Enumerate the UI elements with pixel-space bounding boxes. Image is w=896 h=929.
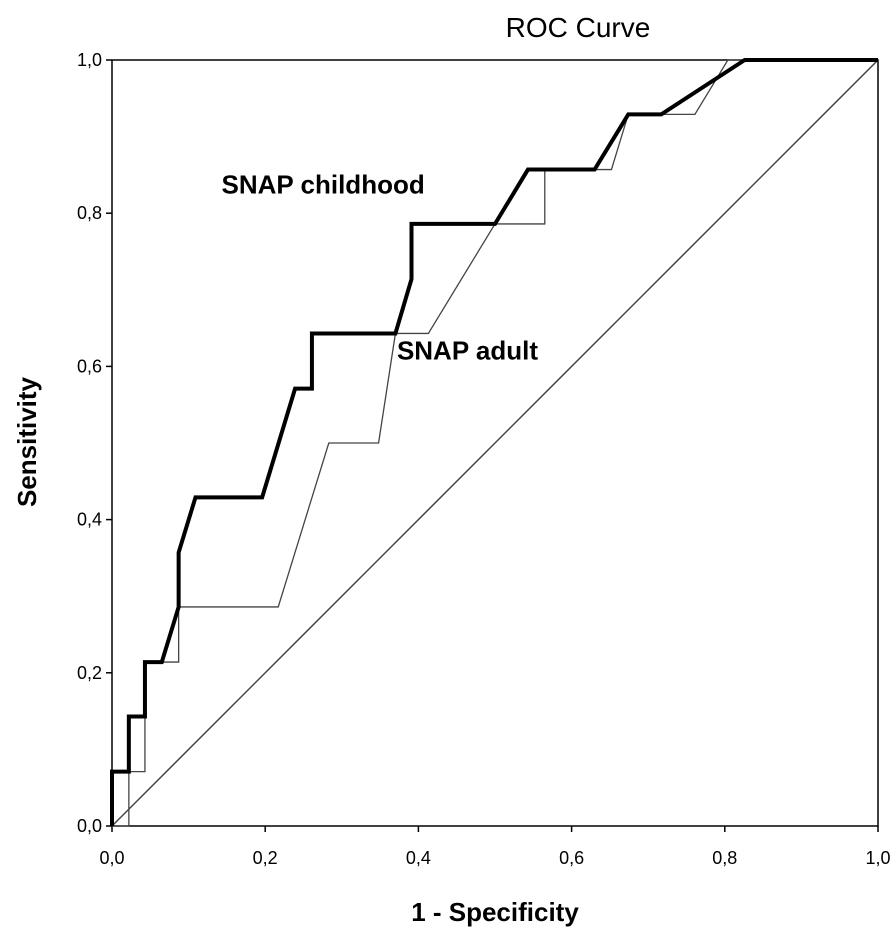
x-tick-label: 0,6 bbox=[559, 848, 584, 868]
y-tick-label: 0,8 bbox=[77, 203, 102, 223]
chart-title: ROC Curve bbox=[506, 12, 651, 43]
y-tick-label: 0,0 bbox=[77, 816, 102, 836]
series-line-reference-diagonal bbox=[111, 59, 879, 827]
x-axis-ticks: 0,0 0,2 0,4 0,6 0,8 1,0 bbox=[99, 826, 891, 868]
x-tick-label: 0,8 bbox=[712, 848, 737, 868]
series-label-snap-childhood: SNAP childhood bbox=[222, 169, 425, 199]
x-tick-label: 1,0 bbox=[865, 848, 890, 868]
y-axis-label: Sensitivity bbox=[12, 376, 42, 507]
y-tick-label: 0,4 bbox=[77, 510, 102, 530]
y-tick-label: 1,0 bbox=[77, 50, 102, 70]
x-tick-label: 0,2 bbox=[253, 848, 278, 868]
series-layer bbox=[110, 58, 879, 827]
series-line-snap-childhood bbox=[110, 58, 878, 826]
series-annotations: SNAP childhood SNAP adult bbox=[222, 169, 539, 365]
y-tick-label: 0,2 bbox=[77, 663, 102, 683]
x-tick-label: 0,0 bbox=[99, 848, 124, 868]
x-tick-label: 0,4 bbox=[406, 848, 431, 868]
y-axis-ticks: 0,0 0,2 0,4 0,6 0,8 1,0 bbox=[77, 50, 112, 836]
x-axis-label: 1 - Specificity bbox=[411, 897, 579, 927]
series-label-snap-adult: SNAP adult bbox=[397, 336, 538, 366]
y-tick-label: 0,6 bbox=[77, 356, 102, 376]
plot-frame bbox=[111, 59, 879, 827]
series-line-snap-adult bbox=[112, 59, 878, 827]
